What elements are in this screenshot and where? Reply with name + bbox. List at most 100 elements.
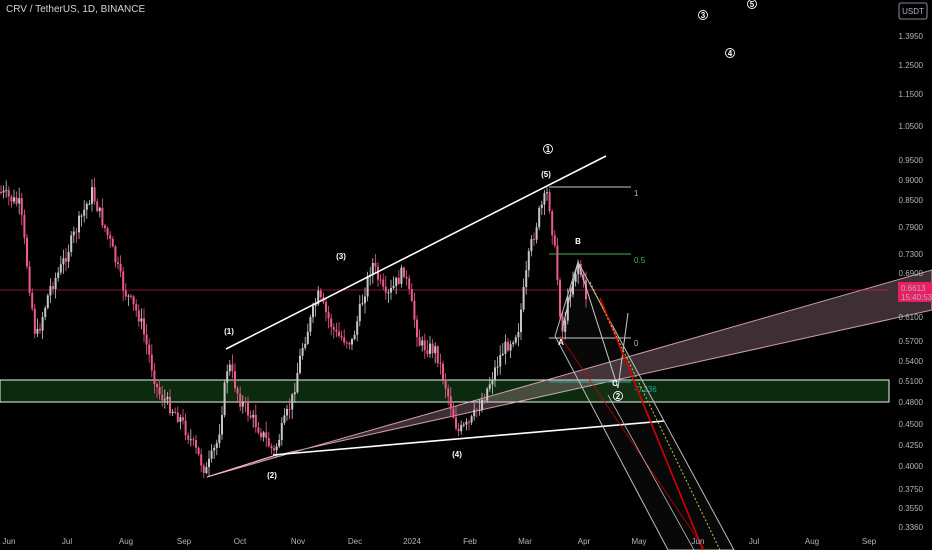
candle-body xyxy=(210,450,213,459)
candle-body xyxy=(436,346,439,364)
candle-body xyxy=(371,262,374,275)
wave-circle xyxy=(725,48,735,58)
candle-body xyxy=(28,266,31,293)
candle-body xyxy=(447,388,450,397)
candle-body xyxy=(548,192,551,212)
candle-body xyxy=(457,428,460,432)
candle-body xyxy=(377,266,379,280)
candle-body xyxy=(195,440,197,448)
candle-body xyxy=(257,427,260,433)
candle-body xyxy=(439,363,442,365)
candle-body xyxy=(182,417,184,421)
candle-body xyxy=(358,304,361,322)
candle-body xyxy=(317,290,320,305)
candle-body xyxy=(161,394,164,401)
candle-body xyxy=(273,448,275,451)
candle-body xyxy=(361,303,364,305)
wave-circle xyxy=(747,0,757,9)
candle-body xyxy=(33,308,36,334)
candle-body xyxy=(114,246,117,263)
price-tick-label: 0.4000 xyxy=(899,462,924,471)
correction-wave-label: C xyxy=(612,379,618,388)
candle-body xyxy=(566,296,569,321)
candle-body xyxy=(491,380,494,385)
candle-body xyxy=(452,408,455,418)
fib-label-05: 0.5 xyxy=(634,256,646,265)
candle-body xyxy=(494,367,496,381)
candle-body xyxy=(572,281,574,295)
candle-body xyxy=(254,414,257,428)
candle-body xyxy=(104,225,106,229)
candle-body xyxy=(46,295,49,308)
candle-body xyxy=(5,190,8,192)
major-wave-label: 1 xyxy=(543,144,553,154)
candle-body xyxy=(70,235,73,252)
candle-body xyxy=(231,364,234,372)
price-tick-label: 0.4500 xyxy=(899,420,924,429)
candle-body xyxy=(117,262,119,264)
candle-body xyxy=(184,420,187,436)
candle-body xyxy=(551,211,554,236)
candle-body xyxy=(83,209,86,216)
impulse-wave-label: (5) xyxy=(541,170,551,179)
candle-body xyxy=(413,300,416,320)
candle-body xyxy=(57,272,60,278)
candle-body xyxy=(478,409,481,411)
last-price-text: 0.6613 xyxy=(901,284,926,293)
time-tick-label: Oct xyxy=(234,537,247,546)
candle-body xyxy=(205,467,208,474)
candle-body xyxy=(236,388,239,394)
candle-body xyxy=(85,203,88,210)
candle-body xyxy=(241,401,244,407)
candle-body xyxy=(296,372,299,393)
candle-body xyxy=(52,286,54,289)
candle-body xyxy=(148,344,151,355)
projection-inner-line xyxy=(607,394,695,550)
projection-red-line-2 xyxy=(559,335,706,550)
price-tick-label: 0.6900 xyxy=(899,269,924,278)
candle-body xyxy=(156,384,158,388)
candle-body xyxy=(410,289,413,301)
major-wave-label: 2 xyxy=(613,391,623,401)
candle-body xyxy=(496,366,499,368)
currency-badge-box xyxy=(898,2,928,20)
candle-body xyxy=(314,304,317,307)
price-tick-label: 0.3750 xyxy=(899,485,924,494)
candle-body xyxy=(18,198,21,204)
candle-body xyxy=(338,331,340,336)
candle-body xyxy=(13,197,15,202)
candle-body xyxy=(23,214,26,238)
candle-body xyxy=(319,290,322,298)
price-tick-label: 0.4800 xyxy=(899,398,924,407)
candle-body xyxy=(135,304,138,311)
candle-body xyxy=(130,295,132,297)
candle-body xyxy=(80,215,83,217)
candle-body xyxy=(223,382,226,416)
price-tick-label: 0.5400 xyxy=(899,357,924,366)
candle-body xyxy=(260,432,262,438)
time-tick-label: Mar xyxy=(518,537,532,546)
candle-body xyxy=(122,271,125,291)
candle-body xyxy=(150,354,153,371)
price-tick-label: 0.4250 xyxy=(899,441,924,450)
time-tick-label: Aug xyxy=(119,537,133,546)
upper-trendline xyxy=(225,155,607,350)
time-tick-label: Nov xyxy=(291,537,305,546)
candle-body xyxy=(44,307,47,317)
candle-body xyxy=(455,417,457,429)
correction-wave-label: A xyxy=(558,338,564,347)
candle-body xyxy=(462,424,465,426)
countdown-text: 15:40:53 xyxy=(901,293,932,302)
candle-body xyxy=(442,363,444,380)
candle-body xyxy=(475,409,478,411)
fib-label-0: 0 xyxy=(634,339,639,348)
candle-body xyxy=(564,320,567,332)
candle-body xyxy=(176,412,179,422)
price-tick-label: 0.5700 xyxy=(899,337,924,346)
price-tick-label: 1.1500 xyxy=(899,90,924,99)
candles xyxy=(0,177,587,479)
candle-body xyxy=(215,443,218,448)
price-tick-label: 0.9500 xyxy=(899,156,924,165)
